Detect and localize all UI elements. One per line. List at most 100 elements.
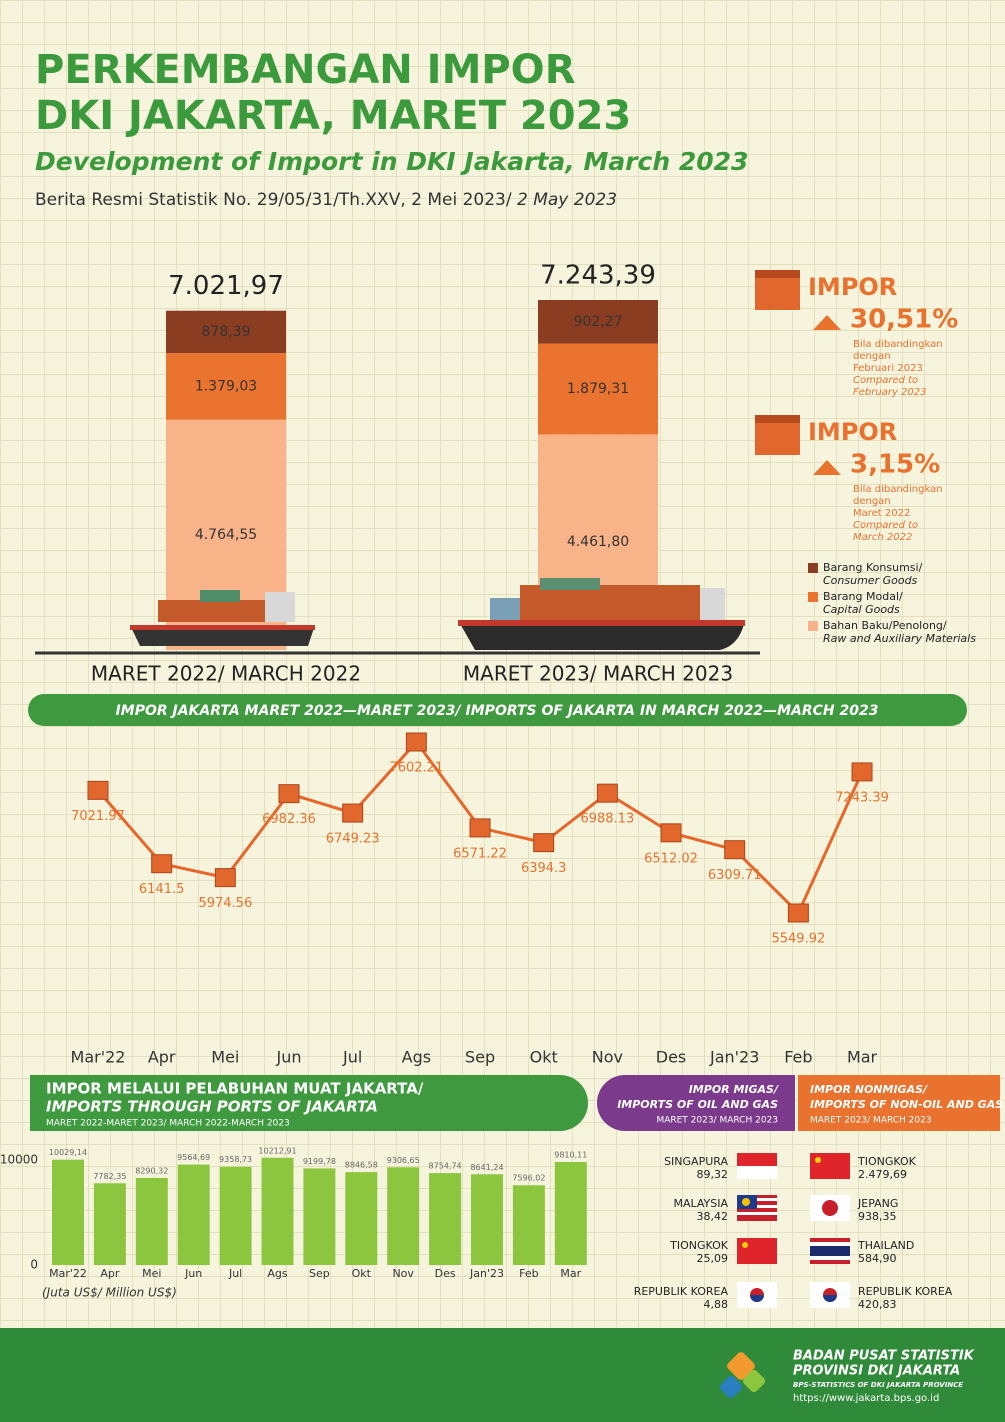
value-label: 8641,24 — [470, 1163, 503, 1172]
value-label: 9199,78 — [303, 1157, 336, 1166]
bar — [93, 1183, 126, 1265]
point-label: 6394.3 — [521, 861, 567, 876]
migas-title: IMPOR MIGAS/ — [689, 1083, 779, 1096]
x-tick-label: Nov — [392, 1267, 414, 1280]
value-label: 8754,74 — [429, 1162, 462, 1171]
footer-org: BADAN PUSAT STATISTIK — [793, 1349, 975, 1364]
country-value: 938,35 — [858, 1210, 897, 1223]
x-tick-label: Mar'22 — [71, 1048, 126, 1067]
x-tick-label: Okt — [352, 1267, 372, 1280]
value-label: 10029,14 — [49, 1148, 87, 1157]
value-label: 878,39 — [202, 324, 251, 340]
x-tick-label: Des — [435, 1267, 456, 1280]
bar — [554, 1161, 587, 1265]
value-label: 8846,58 — [345, 1161, 378, 1170]
x-tick-label: Nov — [592, 1048, 623, 1067]
value-label: 9358,73 — [219, 1155, 252, 1164]
value-label: 1.379,03 — [195, 378, 257, 394]
country-name: THAILAND — [857, 1239, 914, 1252]
bar-segment — [166, 353, 286, 420]
growth-note: Bila dibandingkan — [853, 484, 943, 495]
x-tick-label: Jan'23 — [709, 1048, 759, 1067]
growth-note-en: Compared to — [853, 375, 918, 386]
point — [87, 780, 109, 800]
bar — [387, 1167, 420, 1265]
bar-header — [30, 1075, 588, 1131]
x-tick-label: Ags — [402, 1048, 431, 1067]
country-name: REPUBLIK KOREA — [858, 1285, 953, 1298]
legend-label-en: Consumer Goods — [823, 574, 918, 587]
y-tick-label: 10000 — [0, 1153, 38, 1167]
point-label: 6988.13 — [580, 812, 634, 827]
country-name: REPUBLIK KOREA — [634, 1285, 729, 1298]
container-icon — [755, 270, 841, 475]
x-tick-label: Jul — [342, 1048, 362, 1067]
value-label: 9810,11 — [554, 1150, 587, 1159]
value-label: 4.764,55 — [195, 527, 257, 543]
point-label: 6749.23 — [326, 832, 380, 847]
banner — [28, 694, 967, 726]
bar-title: IMPOR MELALUI PELABUHAN MUAT JAKARTA/ — [46, 1080, 424, 1098]
total-label: 7.021,97 — [168, 271, 284, 301]
migas-title: IMPORTS OF OIL AND GAS — [617, 1098, 778, 1111]
point — [787, 903, 809, 923]
point — [342, 803, 364, 823]
point-label: 6571.22 — [453, 846, 507, 861]
release: Berita Resmi Statistik No. 29/05/31/Th.X… — [35, 190, 617, 210]
country-name: SINGAPURA — [664, 1155, 728, 1168]
nonmigas-subtitle: MARET 2023/ MARCH 2023 — [810, 1116, 932, 1126]
growth-note: Bila dibandingkan — [853, 339, 943, 350]
x-tick-label: Mar'22 — [49, 1267, 87, 1280]
x-tick-label: Feb — [784, 1048, 812, 1067]
title: PERKEMBANGAN IMPOR — [35, 47, 576, 93]
x-tick-label: Mei — [142, 1267, 161, 1280]
release-id: Berita Resmi Statistik No. 29/05/31/Th.X… — [35, 190, 512, 210]
value-label: 9564,69 — [177, 1153, 210, 1162]
bar — [219, 1166, 252, 1265]
nonmigas-title: IMPORTS OF NON-OIL AND GAS — [810, 1098, 1003, 1111]
legend-swatch — [808, 621, 818, 631]
bar — [52, 1159, 84, 1265]
country-value: 4,88 — [704, 1298, 729, 1311]
x-tick-label: Jun — [184, 1267, 202, 1280]
legend-label: Barang Konsumsi/ — [823, 561, 923, 574]
growth-note: dengan — [853, 496, 891, 507]
category-label: MARET 2023/ MARCH 2023 — [463, 662, 733, 686]
growth-pct: 3,15% — [850, 450, 940, 480]
x-tick-label: Ags — [267, 1267, 288, 1280]
bar — [345, 1172, 378, 1265]
bar-subtitle: MARET 2022-MARET 2023/ MARCH 2022-MARCH … — [46, 1119, 290, 1129]
x-tick-label: Mar — [847, 1048, 878, 1067]
bar — [512, 1185, 545, 1265]
country-value: 25,09 — [697, 1252, 729, 1265]
legend-swatch — [808, 592, 818, 602]
subtitle: Development of Import in DKI Jakarta, Ma… — [35, 147, 748, 176]
migas-subtitle: MARET 2023/ MARCH 2023 — [656, 1116, 778, 1126]
bar — [429, 1173, 462, 1265]
bar-segment — [538, 300, 658, 344]
x-tick-label: Sep — [465, 1048, 495, 1067]
value-label: 7596,02 — [512, 1174, 545, 1183]
point — [214, 868, 236, 888]
point-label: 6982.36 — [262, 812, 316, 827]
point-label: 7243.39 — [835, 790, 889, 805]
country-value: 38,42 — [697, 1210, 729, 1223]
value-label: 4.461,80 — [567, 534, 629, 550]
x-tick-label: Jun — [276, 1048, 302, 1067]
country-value: 89,32 — [697, 1168, 729, 1181]
growth-note-en: February 2023 — [853, 387, 927, 398]
point — [533, 833, 555, 853]
point — [596, 783, 618, 803]
total-label: 7.243,39 — [540, 261, 656, 291]
point-label: 6309.71 — [708, 868, 762, 883]
country-value: 420,83 — [858, 1298, 897, 1311]
bar-segment — [538, 343, 658, 435]
x-tick-label: Feb — [519, 1267, 538, 1280]
footer — [0, 1328, 1005, 1422]
logo — [719, 1352, 766, 1399]
country-name: MALAYSIA — [673, 1197, 728, 1210]
value-label: 7782,35 — [93, 1172, 126, 1181]
x-tick-label: Mei — [211, 1048, 239, 1067]
line-title: IMPOR JAKARTA MARET 2022—MARET 2023/ IMP… — [116, 703, 879, 719]
